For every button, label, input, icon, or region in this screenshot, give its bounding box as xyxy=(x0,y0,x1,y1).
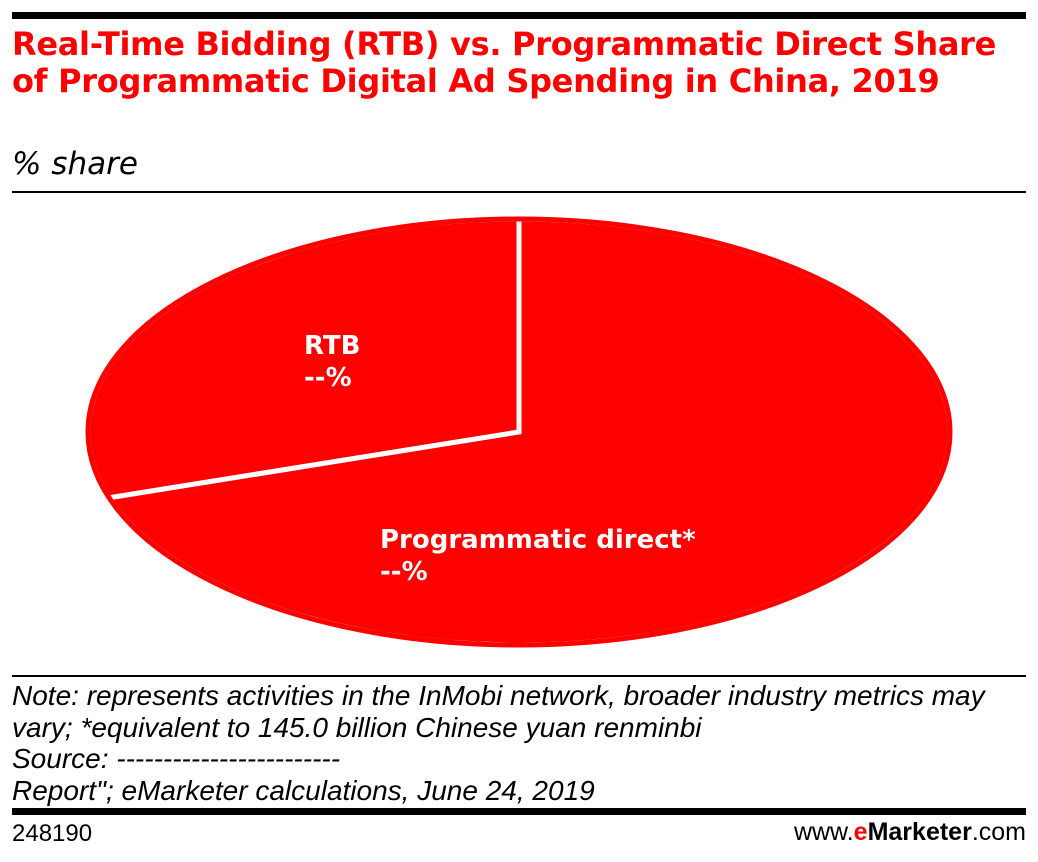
brand-prefix: www. xyxy=(793,818,854,846)
notes: Note: represents activities in the InMob… xyxy=(12,680,1027,806)
brand-name: Marketer xyxy=(867,818,972,846)
chart-subtitle: % share xyxy=(12,146,138,182)
slice-value: --% xyxy=(304,363,352,393)
slice-label-programmatic-direct: Programmatic direct* --% xyxy=(380,524,696,588)
emarketer-logo: www.eMarketer.com xyxy=(794,818,1026,847)
source-text: Source: ------------------------ xyxy=(12,743,341,774)
brand-e: e xyxy=(853,818,868,846)
slice-name: RTB xyxy=(304,331,361,361)
chart-title: Real-Time Bidding (RTB) vs. Programmatic… xyxy=(12,25,997,100)
slice-name: Programmatic direct* xyxy=(380,525,696,555)
pie-chart xyxy=(85,216,953,648)
bottom-rule xyxy=(12,808,1026,815)
note-text: Note: represents activities in the InMob… xyxy=(12,680,985,743)
title-divider xyxy=(12,191,1026,193)
slice-label-rtb: RTB --% xyxy=(304,330,360,394)
report-text: Report"; eMarketer calculations, June 24… xyxy=(12,774,595,806)
top-rule xyxy=(12,12,1026,19)
note-divider xyxy=(12,675,1026,677)
chart-id: 248190 xyxy=(12,820,93,847)
pie-outline xyxy=(85,216,953,648)
slice-value: --% xyxy=(380,557,428,587)
brand-suffix: .com xyxy=(971,818,1026,846)
